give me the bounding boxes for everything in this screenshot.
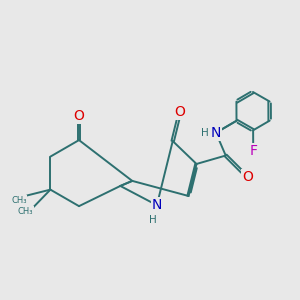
Text: CH₃: CH₃ [18,207,33,216]
Text: N: N [211,126,221,140]
Text: N: N [152,198,162,212]
Text: H: H [149,214,157,225]
Text: CH₃: CH₃ [11,196,27,205]
Text: O: O [175,105,185,118]
Text: F: F [249,144,257,158]
Text: O: O [74,109,84,123]
Text: H: H [200,128,208,138]
Text: O: O [242,170,253,184]
